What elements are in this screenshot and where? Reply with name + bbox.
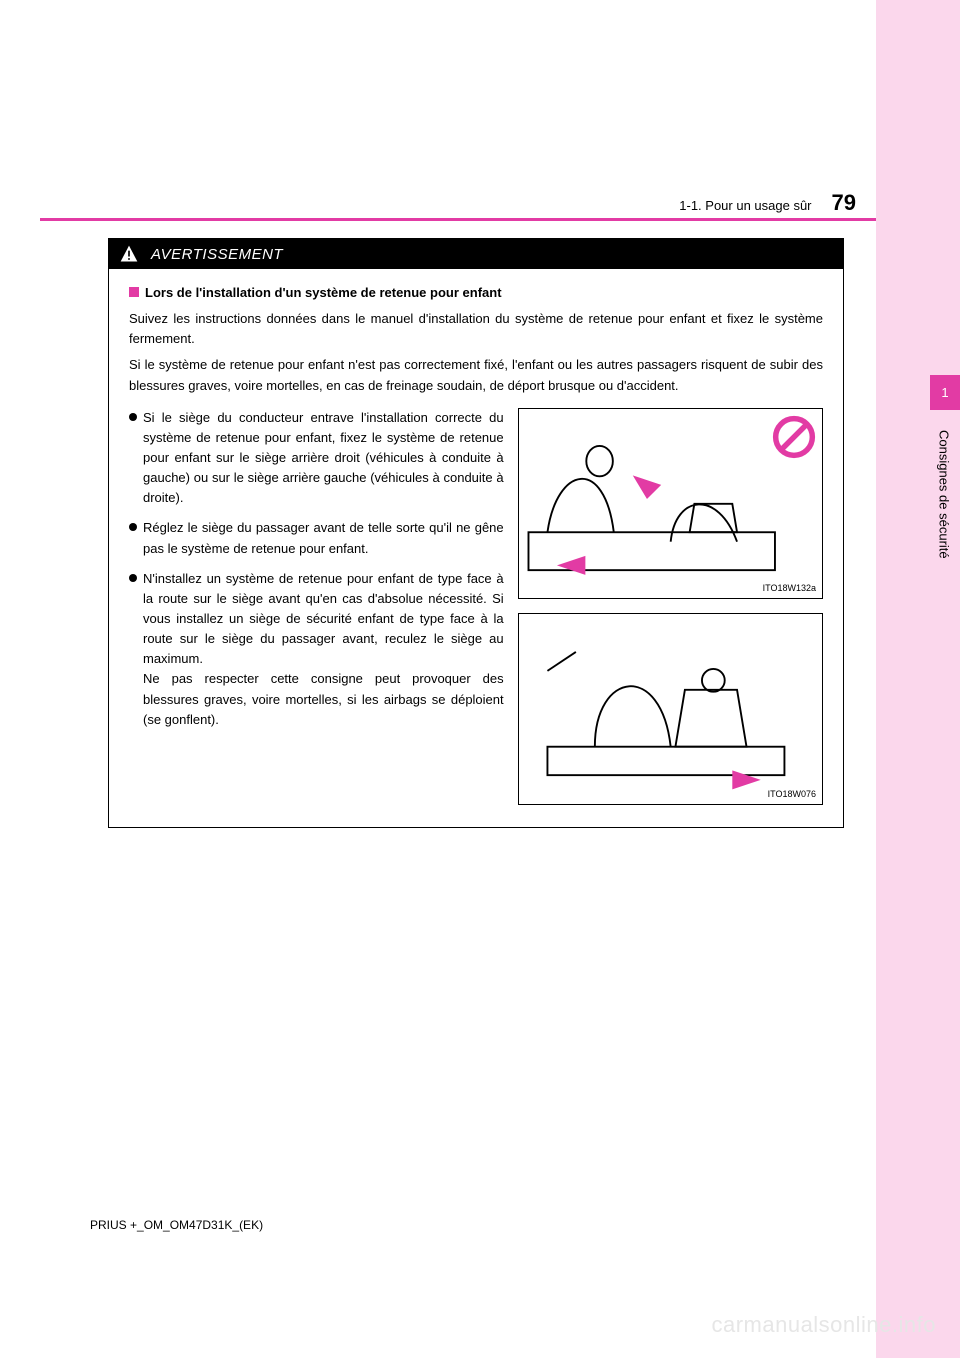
section-label: 1-1. Pour un usage sûr (679, 198, 811, 213)
warning-intro-line: Si le système de retenue pour enfant n'e… (129, 355, 823, 395)
figure-forward-facing-child-seat: ITO18W076 (518, 613, 823, 805)
warning-figures-column: ITO18W132a ITO18W076 (518, 408, 823, 805)
chapter-number-tab: 1 (930, 375, 960, 410)
warning-bullet: N'installez un système de retenue pour e… (129, 569, 504, 730)
figure-label: ITO18W076 (768, 788, 816, 802)
warning-bullets-column: Si le siège du conducteur entrave l'inst… (129, 408, 504, 740)
warning-content-row: Si le siège du conducteur entrave l'inst… (129, 408, 823, 805)
document-code: PRIUS +_OM_OM47D31K_(EK) (90, 1218, 263, 1232)
side-pink-bar (876, 0, 960, 1358)
bullet-dot-icon (129, 413, 137, 421)
warning-box: AVERTISSEMENT Lors de l'installation d'u… (108, 238, 844, 828)
figure-forward-facing-svg (519, 614, 822, 804)
warning-bullet-text: Réglez le siège du passager avant de tel… (143, 518, 504, 558)
warning-triangle-icon (119, 244, 139, 264)
warning-bullet: Réglez le siège du passager avant de tel… (129, 518, 504, 558)
warning-bullet-text: N'installez un système de retenue pour e… (143, 569, 504, 730)
warning-intro-line: Suivez les instructions données dans le … (129, 309, 823, 349)
page-header: 1-1. Pour un usage sûr 79 (90, 190, 856, 216)
figure-seat-interference: ITO18W132a (518, 408, 823, 600)
manual-page: 1 Consignes de sécurité 1-1. Pour un usa… (0, 0, 960, 1358)
warning-header: AVERTISSEMENT (109, 239, 843, 269)
page-number: 79 (832, 190, 856, 216)
warning-subheading-text: Lors de l'installation d'un système de r… (145, 285, 502, 300)
prohibit-icon (772, 415, 816, 459)
bullet-dot-icon (129, 574, 137, 582)
figure-label: ITO18W132a (763, 582, 816, 596)
bullet-dot-icon (129, 523, 137, 531)
square-bullet-icon (129, 287, 139, 297)
chapter-title-vertical: Consignes de sécurité (934, 430, 954, 670)
warning-title: AVERTISSEMENT (151, 246, 283, 263)
warning-subheading: Lors de l'installation d'un système de r… (129, 283, 823, 303)
header-rule (40, 218, 876, 221)
warning-bullet: Si le siège du conducteur entrave l'inst… (129, 408, 504, 509)
warning-body: Lors de l'installation d'un système de r… (109, 269, 843, 827)
watermark-text: carmanualsonline.info (711, 1312, 936, 1338)
warning-bullet-text: Si le siège du conducteur entrave l'inst… (143, 408, 504, 509)
